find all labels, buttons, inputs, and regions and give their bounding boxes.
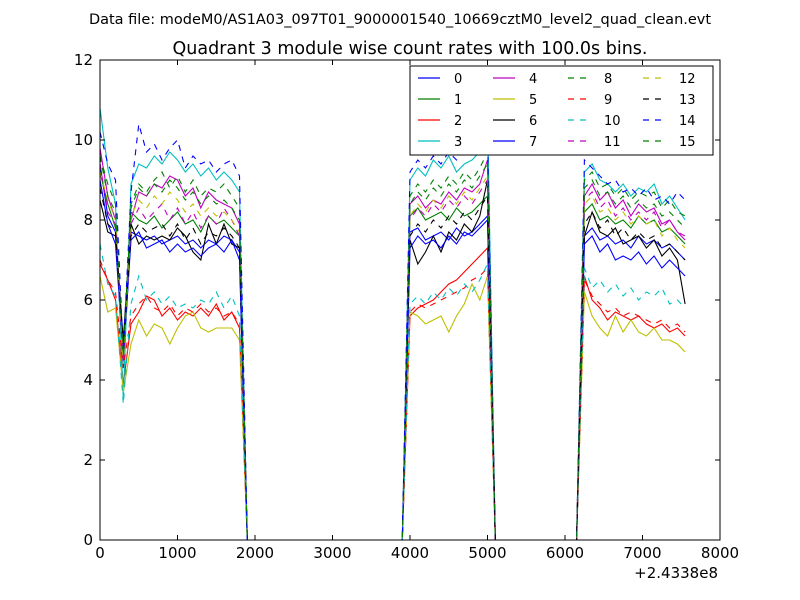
legend-box: [409, 65, 714, 156]
legend-label-2: 2: [454, 114, 462, 129]
legend-label-7: 7: [529, 135, 537, 150]
legend-label-5: 5: [529, 93, 537, 108]
x-tick-label: 2000: [236, 544, 274, 562]
x-tick-label: 4000: [391, 544, 429, 562]
legend-label-10: 10: [604, 114, 621, 129]
legend-label-8: 8: [604, 72, 612, 87]
legend-label-1: 1: [454, 93, 462, 108]
series-line-13: [100, 187, 686, 540]
legend-label-14: 14: [679, 114, 696, 129]
x-tick-label: 8000: [701, 544, 739, 562]
series-line-10: [100, 243, 686, 540]
series-line-2: [100, 246, 686, 540]
legend-label-15: 15: [679, 135, 696, 150]
series-line-5: [100, 275, 686, 540]
series-line-7: [100, 179, 686, 540]
x-tick-label: 0: [95, 544, 105, 562]
y-tick-label: 10: [74, 131, 93, 149]
y-tick-label: 8: [83, 211, 93, 229]
series-line-3: [100, 107, 686, 540]
axis-ticks: 0 1000 2000 3000 4000 5000 6000 7000 80000246810…: [74, 51, 739, 562]
legend-label-9: 9: [604, 93, 612, 108]
x-tick-label: 5000: [468, 544, 506, 562]
series-line-6: [100, 179, 686, 540]
legend-label-13: 13: [679, 93, 696, 108]
series-line-15: [100, 155, 686, 540]
y-tick-label: 4: [83, 371, 93, 389]
plot-frame: [99, 59, 721, 541]
y-tick-label: 2: [83, 451, 93, 469]
x-tick-label: 7000: [623, 544, 661, 562]
series-line-12: [100, 171, 686, 540]
x-tick-label: 1000: [158, 544, 196, 562]
chart-title: Quadrant 3 module wise count rates with …: [173, 39, 648, 59]
series-layer: [100, 107, 686, 540]
legend-label-4: 4: [529, 72, 537, 87]
series-line-8: [100, 151, 686, 540]
legend-label-0: 0: [454, 72, 462, 87]
legend-label-6: 6: [529, 114, 537, 129]
legend-label-11: 11: [604, 135, 621, 150]
y-tick-label: 0: [83, 531, 93, 549]
x-offset-label: +2.4338e8: [634, 564, 718, 582]
y-tick-label: 12: [74, 51, 93, 69]
x-tick-label: 6000: [546, 544, 584, 562]
legend-label-12: 12: [679, 72, 696, 87]
y-tick-label: 6: [83, 291, 93, 309]
series-line-11: [100, 163, 686, 540]
legend-label-3: 3: [454, 135, 462, 150]
figure-suptitle: Data file: modeM0/AS1A03_097T01_90000015…: [89, 12, 711, 28]
x-tick-label: 3000: [313, 544, 351, 562]
series-line-4: [100, 147, 686, 540]
